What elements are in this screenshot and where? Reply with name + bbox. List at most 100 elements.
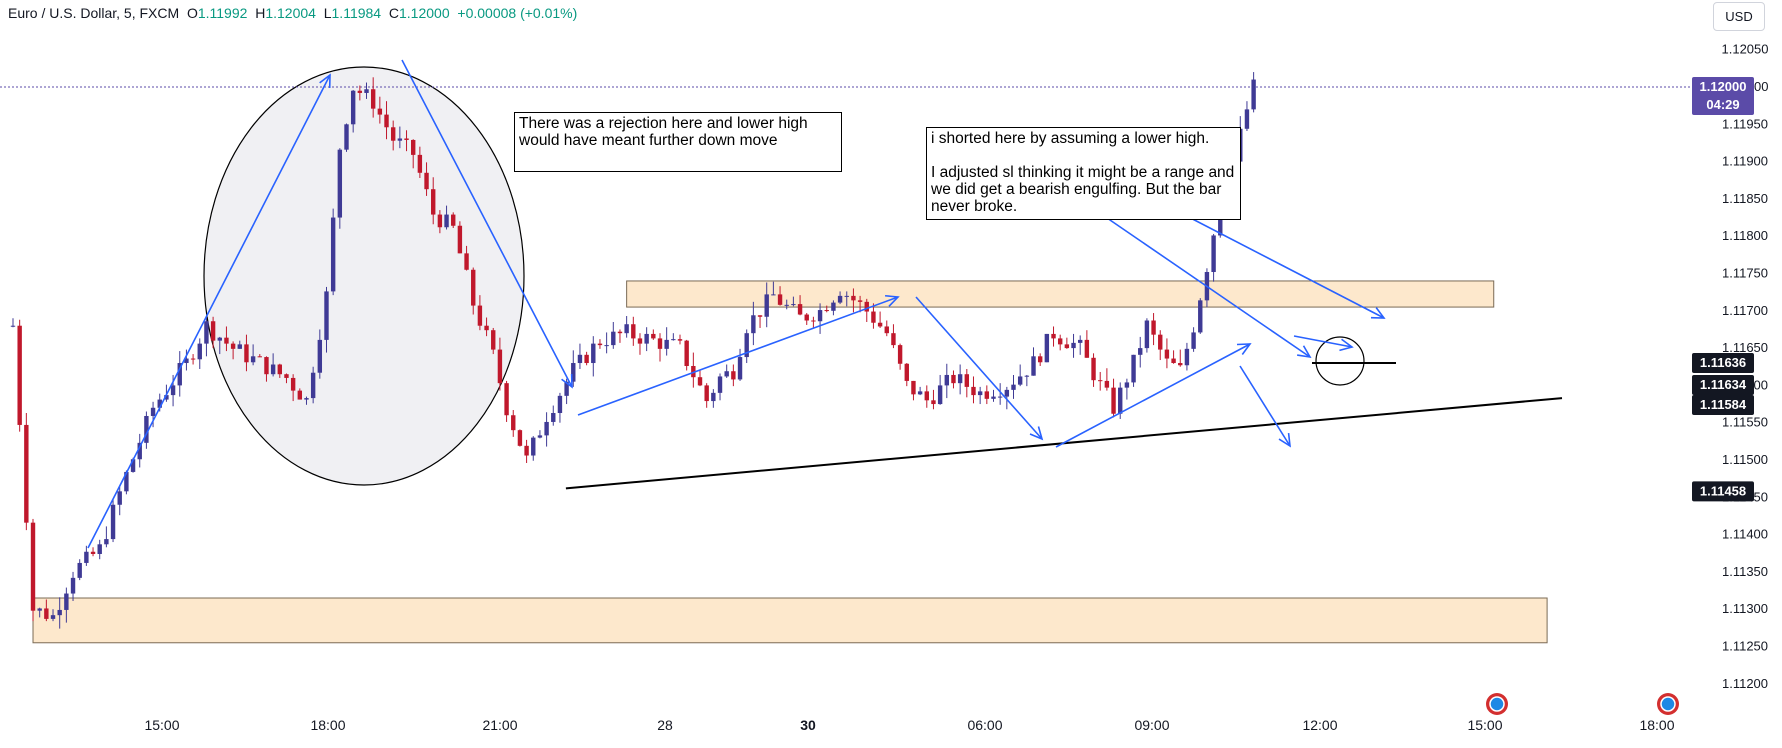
candle-body [711,392,716,402]
candle-body [537,435,543,438]
candle-body [471,269,476,306]
candle-body [364,89,369,93]
candle-body [157,399,162,408]
candle-body [1011,384,1016,390]
candle-body [337,149,343,218]
candle-body [424,172,429,190]
candle-body [884,326,889,334]
candle-body [417,154,423,173]
candle-body [164,395,169,400]
candle-body [657,338,663,349]
trend-arrow-2 [577,296,899,416]
candle-body [531,437,536,456]
candle-body [517,430,523,446]
y-tick-label-9: 1.11650 [1722,340,1768,355]
candle-body [524,445,529,456]
candle-body [784,304,789,306]
candle-body [551,413,556,422]
candle-body [17,325,22,425]
candle-body [77,562,82,578]
candle-body [257,356,262,358]
trend-arrow-head-2 [884,294,900,307]
candle-body [1091,357,1096,381]
x-tick-label-1: 18:00 [310,717,345,733]
y-tick-label-11: 1.11750 [1722,266,1768,281]
candle-body [504,383,509,416]
candle-body [1151,320,1156,335]
price-tag-4 [1692,481,1754,502]
candle-body [370,89,376,109]
candle-body [1211,235,1216,273]
y-tick-label-12: 1.11800 [1722,228,1768,243]
x-tick-label-0: 15:00 [144,717,179,733]
close-value: 1.12000 [399,5,450,21]
candle-body [1031,356,1036,376]
price-tag-label-1: 1.11636 [1700,355,1746,370]
candle-body [957,374,963,384]
candle-body [457,225,463,254]
candle-body [737,357,743,380]
trend-arrow-1 [401,59,573,388]
y-tick-label-4: 1.11400 [1722,527,1768,542]
candle-body [844,295,849,297]
trend-arrow-head-3 [1029,426,1044,441]
high-value: 1.12004 [265,5,316,21]
candle-body [197,343,202,360]
candle-body [731,371,736,380]
demand-zone-1 [626,280,1495,308]
candle-body [697,377,703,386]
candle-body [310,372,316,399]
trend-arrow-8 [1293,335,1353,348]
y-tick-label-13: 1.11850 [1722,191,1768,206]
demand-zone-0 [32,597,1548,644]
candle-body [837,295,843,303]
candle-body [851,295,856,301]
candle-body [224,337,229,344]
candle-body [671,339,676,341]
candle-body [24,424,29,523]
candle-body [751,315,756,334]
candle-body [771,294,776,296]
candle-body [611,331,616,346]
candle-body [1037,356,1043,363]
candle-body [104,539,109,545]
candle-body [964,374,970,387]
candle-body [544,421,549,436]
candle-body [1017,376,1023,385]
candle-body [691,366,696,378]
trend-arrow-4 [1055,343,1251,448]
y-tick-label-3: 1.11350 [1722,564,1768,579]
candle-body [811,320,816,322]
candle-body [684,340,689,367]
candle-body [190,358,196,360]
note-short[interactable]: i shorted here by assuming a lower high.… [926,127,1241,220]
candle-body [217,337,222,341]
candle-body [130,459,136,472]
candle-body [230,343,236,349]
candle-body [244,344,249,363]
candle-body [931,400,936,405]
session-icon-inner-1 [1660,696,1676,712]
candle-body [30,522,36,611]
trend-arrow-5 [1239,365,1291,447]
candle-body [210,321,216,341]
trend-arrow-6 [1071,193,1311,358]
x-tick-label-5: 06:00 [967,717,1002,733]
candle-body [44,608,49,619]
price-tag-sub-0: 04:29 [1706,97,1739,112]
candle-body [10,325,16,327]
candle-body [1171,358,1176,364]
candle-body [984,391,990,399]
x-tick-label-2: 21:00 [482,717,517,733]
note-rejection[interactable]: There was a rejection here and lower hig… [514,112,842,172]
currency-button[interactable]: USD [1713,2,1765,31]
candle-body [704,385,709,402]
candle-body [824,310,829,312]
candle-body [270,364,276,375]
candle-body [124,471,129,492]
candle-body [1124,382,1130,388]
candle-body [1164,349,1170,359]
chart-header: Euro / U.S. Dollar, 5, FXCM O1.11992 H1.… [8,5,577,21]
candle-body [724,371,729,377]
